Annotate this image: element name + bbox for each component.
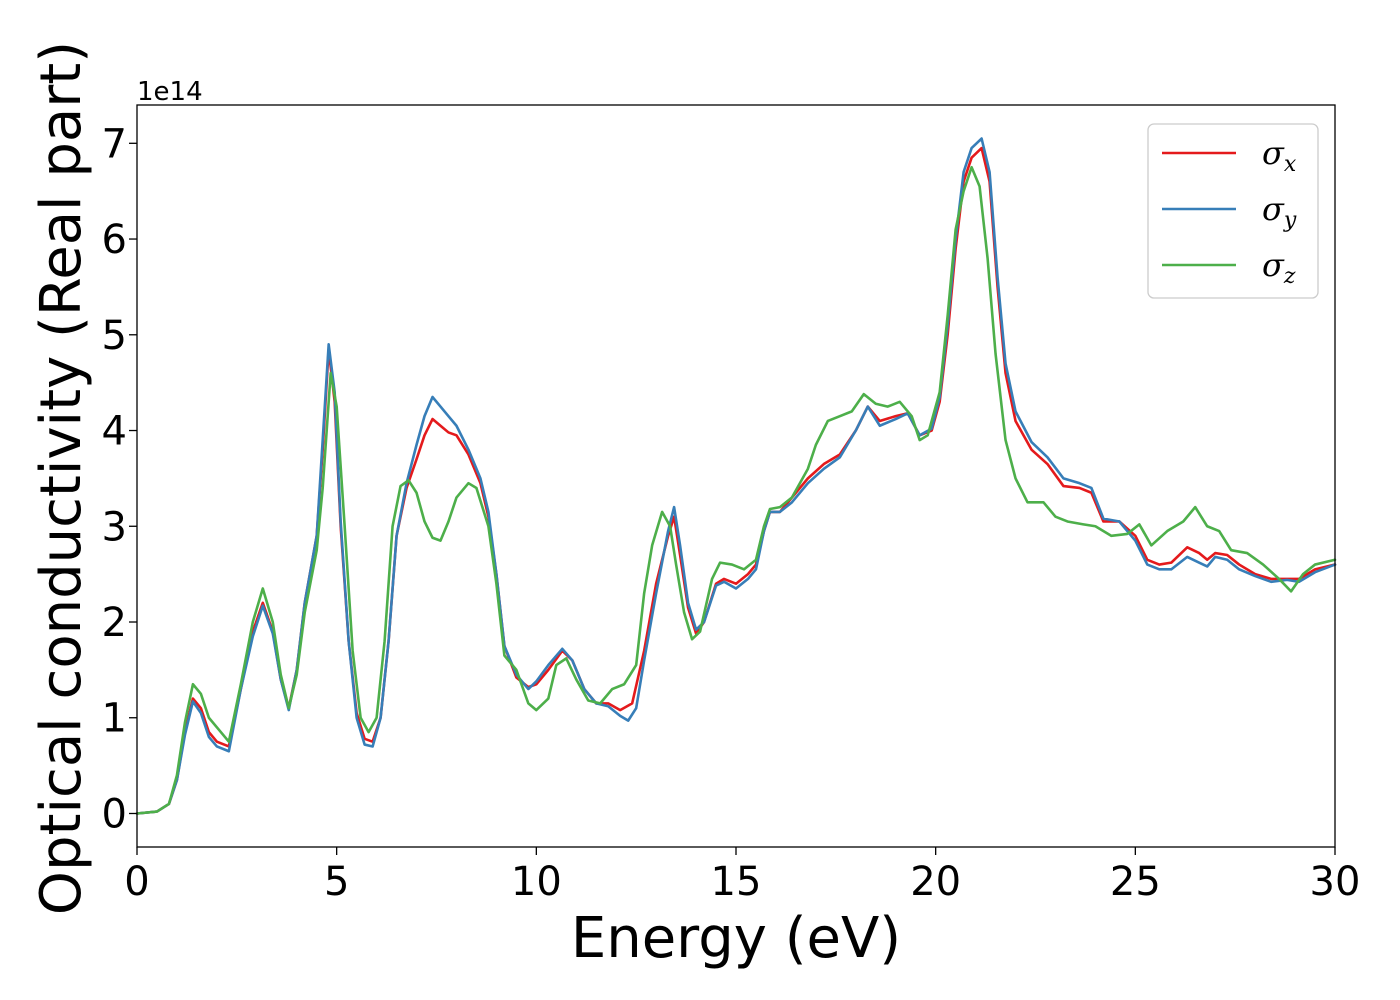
- y-offset-label: 1e14: [137, 77, 203, 107]
- x-axis-label: Energy (eV): [571, 906, 901, 971]
- x-axis: 0 5 10 15 20 25 30: [124, 847, 1360, 905]
- series-lines: [135, 137, 1337, 815]
- y-tick-label: 0: [102, 791, 127, 837]
- y-tick-label: 5: [102, 313, 127, 359]
- x-tick-label: 5: [324, 859, 349, 905]
- x-tick-label: 25: [1110, 859, 1161, 905]
- x-tick-label: 10: [511, 859, 562, 905]
- y-axis: 0 1 2 3 4 5 6 7: [102, 121, 137, 837]
- series-line-y: [135, 137, 1337, 815]
- y-tick-label: 7: [102, 121, 127, 167]
- legend-box: [1147, 123, 1319, 299]
- series-line-z: [135, 165, 1337, 815]
- y-tick-label: 1: [102, 696, 127, 742]
- y-tick-label: 3: [102, 504, 127, 550]
- y-tick-label: 6: [102, 217, 127, 263]
- y-axis-label: Optical conductivity (Real part): [29, 41, 94, 915]
- y-tick-label: 2: [102, 600, 127, 646]
- x-tick-label: 20: [910, 859, 961, 905]
- x-tick-label: 0: [124, 859, 149, 905]
- x-tick-label: 30: [1310, 859, 1361, 905]
- y-tick-label: 4: [102, 409, 127, 455]
- x-tick-label: 15: [711, 859, 762, 905]
